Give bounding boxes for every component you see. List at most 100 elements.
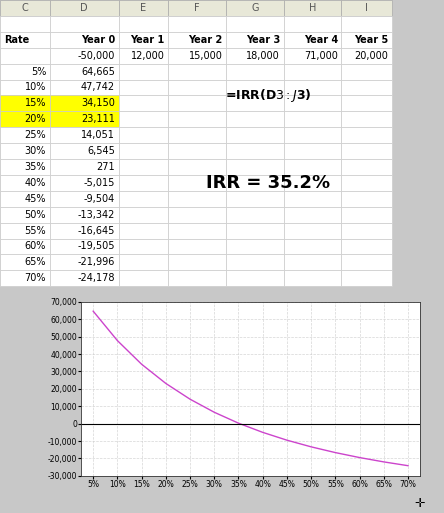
Bar xyxy=(168,64,226,80)
Bar xyxy=(284,64,341,80)
Bar xyxy=(168,143,226,159)
Bar xyxy=(284,127,341,143)
Bar xyxy=(341,127,392,143)
Bar xyxy=(50,159,119,175)
Bar xyxy=(168,270,226,286)
Bar xyxy=(226,80,284,95)
Text: 45%: 45% xyxy=(25,194,46,204)
Bar xyxy=(168,239,226,254)
Text: -13,342: -13,342 xyxy=(78,210,115,220)
Bar xyxy=(168,80,226,95)
Bar xyxy=(341,0,392,16)
Bar xyxy=(50,191,119,207)
Bar xyxy=(284,223,341,239)
Text: -24,178: -24,178 xyxy=(78,273,115,283)
Bar xyxy=(341,95,392,111)
Text: -5,015: -5,015 xyxy=(83,178,115,188)
Bar xyxy=(284,191,341,207)
Bar xyxy=(284,95,341,111)
Text: 5%: 5% xyxy=(31,67,46,76)
Bar xyxy=(50,254,119,270)
Bar xyxy=(341,159,392,175)
Text: 71,000: 71,000 xyxy=(304,51,338,61)
Text: Year 4: Year 4 xyxy=(304,35,338,45)
Bar xyxy=(284,254,341,270)
Bar xyxy=(0,111,50,127)
Text: 25%: 25% xyxy=(24,130,46,140)
Bar xyxy=(50,239,119,254)
Bar xyxy=(119,223,168,239)
Bar xyxy=(168,159,226,175)
Text: Rate: Rate xyxy=(4,35,30,45)
Bar xyxy=(341,270,392,286)
Text: 6,545: 6,545 xyxy=(87,146,115,156)
Bar xyxy=(284,159,341,175)
Bar xyxy=(0,239,50,254)
Text: -21,996: -21,996 xyxy=(78,258,115,267)
Bar xyxy=(341,80,392,95)
Bar xyxy=(50,111,119,127)
Text: IRR = 35.2%: IRR = 35.2% xyxy=(206,174,330,192)
Bar xyxy=(119,64,168,80)
Bar xyxy=(284,207,341,223)
Bar xyxy=(341,32,392,48)
Bar xyxy=(226,159,284,175)
Bar xyxy=(168,223,226,239)
Bar xyxy=(50,127,119,143)
Bar xyxy=(50,207,119,223)
Bar xyxy=(119,159,168,175)
Bar xyxy=(0,223,50,239)
Bar xyxy=(0,207,50,223)
Text: 65%: 65% xyxy=(25,258,46,267)
Bar xyxy=(50,48,119,64)
Bar xyxy=(50,0,119,16)
Text: 20%: 20% xyxy=(25,114,46,124)
Text: 60%: 60% xyxy=(25,242,46,251)
Bar xyxy=(50,80,119,95)
Bar xyxy=(226,32,284,48)
Bar xyxy=(226,48,284,64)
Bar xyxy=(0,270,50,286)
Text: ✛: ✛ xyxy=(414,497,425,510)
Bar xyxy=(341,111,392,127)
Bar xyxy=(284,111,341,127)
Bar xyxy=(284,80,341,95)
Bar xyxy=(341,239,392,254)
Bar xyxy=(168,48,226,64)
Bar xyxy=(168,207,226,223)
Bar xyxy=(226,254,284,270)
Text: Year 5: Year 5 xyxy=(354,35,388,45)
Bar xyxy=(0,254,50,270)
Bar xyxy=(284,239,341,254)
Text: 34,150: 34,150 xyxy=(81,98,115,108)
Bar xyxy=(0,48,50,64)
Text: 64,665: 64,665 xyxy=(81,67,115,76)
Bar xyxy=(0,16,50,32)
Text: Year 0: Year 0 xyxy=(81,35,115,45)
Bar xyxy=(0,191,50,207)
Bar xyxy=(284,16,341,32)
Bar xyxy=(168,191,226,207)
Bar xyxy=(50,270,119,286)
Text: 35%: 35% xyxy=(25,162,46,172)
Bar xyxy=(168,127,226,143)
Text: 23,111: 23,111 xyxy=(81,114,115,124)
Text: 40%: 40% xyxy=(25,178,46,188)
Text: 20,000: 20,000 xyxy=(354,51,388,61)
Bar xyxy=(50,16,119,32)
Text: -50,000: -50,000 xyxy=(78,51,115,61)
Bar xyxy=(341,175,392,191)
Bar xyxy=(226,239,284,254)
Bar xyxy=(119,175,168,191)
Bar xyxy=(226,111,284,127)
Text: I: I xyxy=(365,3,368,13)
Text: 70%: 70% xyxy=(25,273,46,283)
Text: G: G xyxy=(251,3,258,13)
Bar xyxy=(119,0,168,16)
Text: -16,645: -16,645 xyxy=(78,226,115,235)
Bar xyxy=(119,191,168,207)
Bar xyxy=(341,64,392,80)
Bar xyxy=(341,254,392,270)
Bar xyxy=(50,143,119,159)
Text: Year 3: Year 3 xyxy=(246,35,280,45)
